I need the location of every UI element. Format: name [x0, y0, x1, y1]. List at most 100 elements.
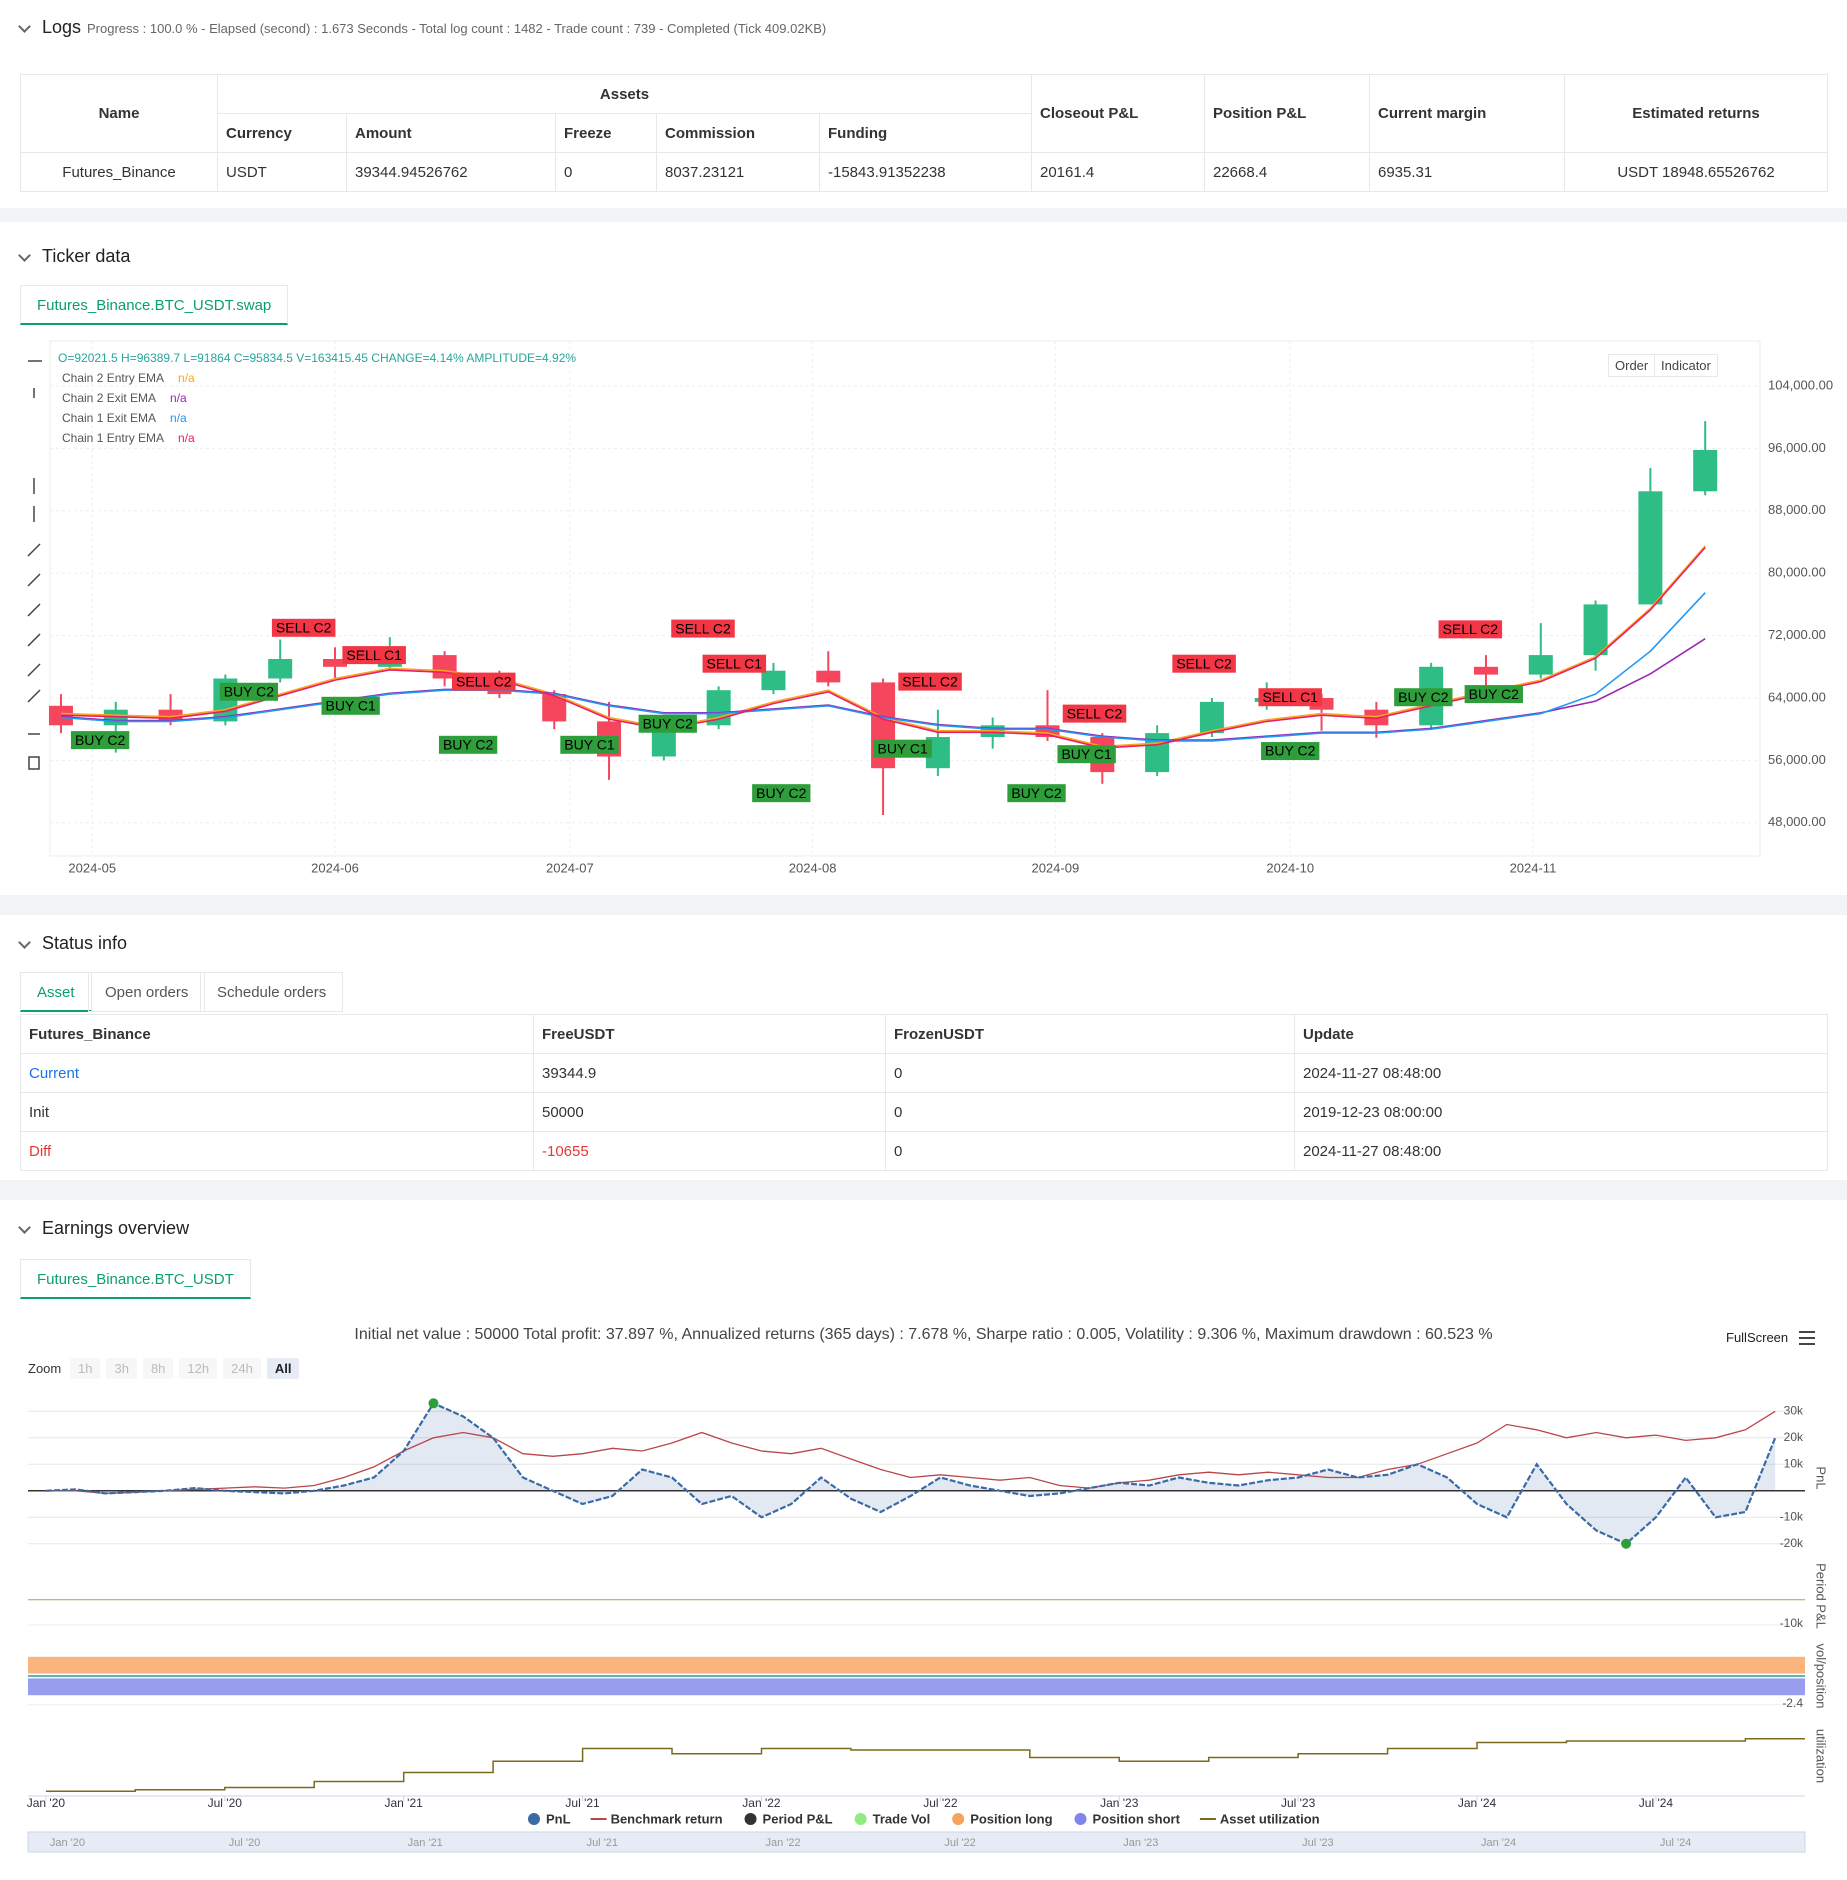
- x-tick-label: Jan '22: [742, 1796, 781, 1810]
- signal: BUY C1: [560, 735, 619, 754]
- signal-label: SELL C2: [1176, 655, 1232, 671]
- signal: BUY C2: [752, 784, 811, 803]
- order-button[interactable]: Order: [1608, 354, 1656, 377]
- section-title: Status info: [42, 933, 128, 953]
- signal: SELL C1: [1258, 688, 1322, 707]
- signal-label: SELL C2: [1443, 621, 1499, 637]
- legend-value: n/a: [178, 431, 195, 445]
- navigator-label: Jan '22: [765, 1837, 800, 1849]
- signal: BUY C2: [1464, 685, 1523, 704]
- navigator-label: Jul '20: [229, 1837, 260, 1849]
- panel-title: utilization: [1814, 1729, 1829, 1783]
- x-tick-label: 2024-11: [1510, 860, 1557, 875]
- signal: SELL C2: [898, 672, 962, 691]
- candle-body: [158, 709, 183, 722]
- y-tick-label: 96,000.00: [1768, 440, 1826, 455]
- cell: USDT 18948.65526762: [1564, 152, 1828, 192]
- x-tick-label: Jul '24: [1639, 1796, 1674, 1810]
- y-tick-label: 64,000.00: [1768, 689, 1826, 704]
- signal: SELL C2: [1172, 654, 1236, 673]
- signal-box: [1057, 745, 1116, 764]
- signal-box: [438, 735, 498, 754]
- y-tick-label: 104,000.00: [1768, 377, 1833, 392]
- y-tick-label: 48,000.00: [1768, 814, 1826, 829]
- legend-label: Period P&L: [763, 1811, 833, 1826]
- signal-label: SELL C2: [902, 673, 958, 689]
- separator: [0, 895, 1847, 915]
- tab[interactable]: Asset: [20, 972, 92, 1012]
- menu-icon[interactable]: [1799, 1331, 1815, 1345]
- signal-label: SELL C2: [1067, 705, 1123, 721]
- candle-body: [1528, 655, 1553, 675]
- fullscreen-button[interactable]: FullScreen: [1726, 1330, 1789, 1345]
- signal-label: SELL C1: [346, 647, 402, 663]
- signal-label: BUY C2: [1398, 689, 1449, 705]
- signal-box: [70, 731, 130, 750]
- candle-body: [1583, 604, 1608, 656]
- x-tick-label: 2024-10: [1266, 860, 1314, 875]
- y-tick-label: -2.4: [1782, 1696, 1803, 1710]
- signal-label: BUY C2: [443, 737, 494, 753]
- legend-label: Chain 2 Entry EMA: [62, 371, 164, 385]
- header-cell: FreeUSDT: [533, 1014, 886, 1054]
- tab[interactable]: Futures_Binance.BTC_USDT: [20, 1259, 251, 1299]
- header-cell: Closeout P&L: [1031, 74, 1205, 153]
- header-cell: Futures_Binance: [20, 1014, 534, 1054]
- section-title: Logs: [42, 17, 82, 37]
- panel-title: PnL: [1814, 1466, 1829, 1489]
- zoom-button[interactable]: 1h: [70, 1358, 101, 1379]
- pnl-area: [45, 1403, 1776, 1544]
- header-cell: Estimated returns: [1564, 74, 1828, 153]
- signal: SELL C2: [1062, 704, 1127, 723]
- y-tick-label: -20k: [1780, 1536, 1804, 1550]
- candle-body: [268, 659, 293, 679]
- x-tick-label: 2024-06: [311, 860, 359, 875]
- header-cell: Name: [20, 74, 218, 153]
- zoom-button[interactable]: 12h: [179, 1358, 218, 1379]
- signal-box: [1394, 688, 1453, 707]
- zoom-button[interactable]: 24h: [223, 1358, 261, 1379]
- signal: SELL C1: [342, 646, 406, 665]
- y-tick-label: -10k: [1780, 1616, 1804, 1630]
- signal: SELL C1: [702, 654, 767, 673]
- legend-value: n/a: [178, 371, 195, 385]
- signal-box: [219, 682, 279, 701]
- legend-marker: [528, 1813, 540, 1825]
- max-marker: [428, 1398, 439, 1409]
- tab[interactable]: Futures_Binance.BTC_USDT.swap: [20, 285, 289, 325]
- zoom-label: Zoom: [28, 1361, 62, 1376]
- header-cell: Update: [1294, 1014, 1828, 1054]
- zoom-button[interactable]: 8h: [142, 1358, 174, 1379]
- position-long-band: [28, 1656, 1805, 1674]
- indicator-button[interactable]: Indicator: [1654, 354, 1718, 377]
- cell: 0: [885, 1053, 1295, 1093]
- tab[interactable]: Open orders: [88, 972, 206, 1012]
- tab[interactable]: Schedule orders: [200, 972, 344, 1012]
- candle-body: [761, 670, 786, 691]
- signal-box: [702, 654, 767, 673]
- y-tick-label: 20k: [1784, 1430, 1804, 1444]
- legend-label: Asset utilization: [1220, 1811, 1320, 1826]
- navigator-label: Jul '24: [1660, 1837, 1691, 1849]
- cell: 50000: [533, 1092, 886, 1132]
- signal: SELL C2: [1438, 620, 1503, 639]
- zoom-button[interactable]: All: [266, 1358, 300, 1379]
- signal: BUY C2: [70, 731, 130, 750]
- signal: BUY C2: [1007, 784, 1066, 803]
- signal: SELL C2: [452, 672, 516, 691]
- signal: BUY C2: [219, 682, 279, 701]
- header-cell: Commission: [656, 113, 820, 153]
- signal-box: [1438, 620, 1503, 639]
- zoom-button[interactable]: 3h: [106, 1358, 137, 1379]
- cell: -15843.91352238: [819, 152, 1032, 192]
- legend-label: Chain 1 Entry EMA: [62, 431, 164, 445]
- signal-box: [1062, 704, 1127, 723]
- earnings-summary: Initial net value : 50000 Total profit: …: [354, 1326, 1493, 1343]
- signal-box: [342, 646, 406, 665]
- pnl-line: [45, 1401, 1777, 1546]
- legend-value: n/a: [170, 391, 187, 405]
- cell: -10655: [533, 1131, 886, 1171]
- signal-box: [452, 672, 516, 691]
